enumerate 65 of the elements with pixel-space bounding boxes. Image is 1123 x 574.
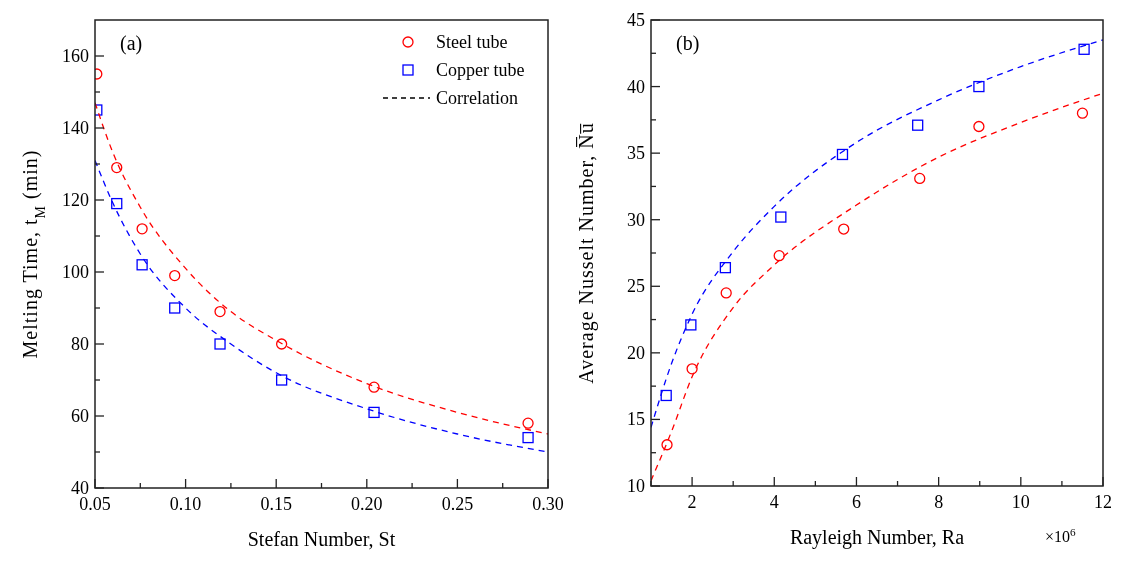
x-tick-label: 0.20 (351, 494, 383, 514)
y-tick-label: 45 (627, 10, 645, 30)
point (836, 148, 849, 161)
point (522, 431, 534, 444)
point (111, 197, 123, 210)
point (368, 406, 380, 419)
y-axis-title: Average Nusselt Number, N̅u̅ (575, 122, 598, 384)
line-series (651, 92, 1103, 482)
point (973, 120, 985, 133)
y-tick-label: 10 (627, 476, 645, 496)
legend-label: Steel tube (436, 32, 508, 52)
annotation: Correlation (436, 88, 518, 108)
y-tick-label: 100 (62, 262, 89, 282)
point (1078, 43, 1090, 55)
x-tick-label: 0.25 (441, 494, 474, 514)
y-tick-label: 30 (627, 209, 645, 230)
point (275, 374, 288, 386)
y-tick-label: 25 (627, 276, 645, 297)
point (720, 287, 732, 299)
annotation: (a) (120, 32, 143, 55)
point (912, 119, 924, 131)
x-tick-label: 8 (934, 492, 944, 512)
point (686, 363, 698, 375)
point (522, 417, 534, 429)
point (685, 319, 697, 331)
point (368, 381, 380, 393)
y-tick-label: 140 (62, 118, 89, 138)
y-tick-label: 20 (627, 342, 645, 363)
y-tick-label: 60 (71, 406, 89, 426)
x-tick-label: 2 (687, 492, 697, 512)
point (661, 439, 673, 451)
y-tick-label: 40 (627, 76, 645, 97)
x-tick-label: 0.30 (532, 494, 564, 514)
x-tick-label: 12 (1094, 492, 1112, 512)
x-tick-label: 0.10 (169, 494, 202, 514)
point (214, 305, 226, 318)
point (838, 223, 850, 235)
annotation: (b) (676, 32, 700, 55)
x-axis-title: Stefan Number, St (247, 528, 396, 550)
x-tick-label: 10 (1011, 492, 1030, 512)
point (136, 223, 148, 235)
point (1076, 107, 1089, 119)
y-tick-label: 35 (627, 143, 645, 164)
y-tick-label: 15 (627, 409, 645, 430)
x-axis-title: Rayleigh Number, Ra (789, 526, 965, 549)
x-tick-label: 0.15 (260, 494, 292, 514)
point (973, 80, 985, 93)
point (719, 262, 732, 274)
point (775, 211, 787, 223)
y-tick-label: 80 (71, 334, 89, 354)
point (660, 389, 672, 402)
point (914, 172, 926, 185)
x-tick-label: 6 (851, 492, 861, 512)
point (111, 161, 123, 174)
y-tick-label: 160 (62, 46, 89, 66)
x-tick-label: 4 (769, 492, 779, 512)
point (773, 250, 785, 262)
point (214, 338, 226, 350)
text: ×10$^{6}$ (1045, 526, 1077, 545)
point (275, 338, 288, 350)
point (169, 302, 181, 314)
point (169, 269, 181, 282)
legend-label: Copper tube (436, 60, 525, 80)
y-tick-label: 120 (62, 190, 89, 210)
point (136, 259, 148, 271)
